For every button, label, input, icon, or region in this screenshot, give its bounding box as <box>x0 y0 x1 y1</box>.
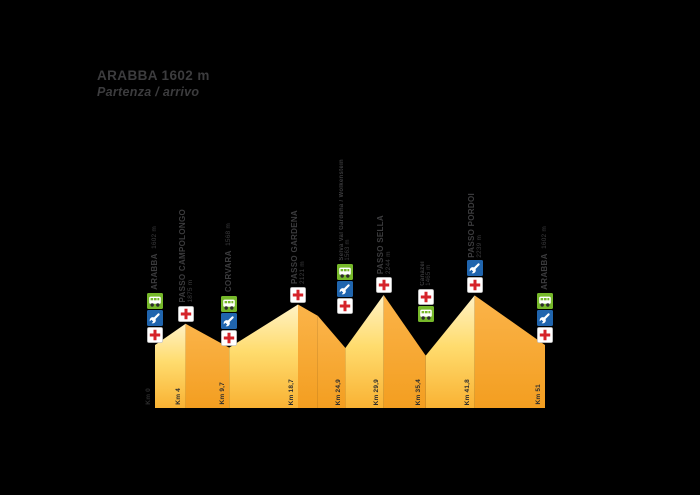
medical-cross-icon <box>466 277 483 294</box>
mechanic-wrench-icon <box>221 312 238 329</box>
refreshment-bus-icon <box>337 264 354 281</box>
waypoint-town: Canazei 1465 m <box>417 261 435 322</box>
refreshment-bus-icon <box>221 295 238 312</box>
service-icons <box>537 292 553 343</box>
waypoint-name: ARABBA <box>150 253 159 290</box>
km-marker: Km 9,7 <box>218 382 226 405</box>
service-icons <box>221 295 238 346</box>
medical-cross-icon <box>375 277 392 293</box>
waypoint-name: PASSO PORDOI <box>466 192 476 258</box>
mechanic-wrench-icon <box>147 309 163 326</box>
waypoint-town: CORVARA 1568 m <box>220 223 238 346</box>
waypoint-elevation: 1602 m <box>541 226 548 250</box>
service-icons <box>290 286 306 303</box>
waypoint-label: ARABBA 1602 m <box>536 226 554 290</box>
descent-segment <box>185 323 230 408</box>
waypoint-pass: PASSO SELLA 2244 m <box>375 215 393 293</box>
page-title: ARABBA 1602 m Partenza / arrivo <box>97 68 210 101</box>
service-icons <box>466 260 483 294</box>
medical-cross-icon <box>147 327 163 343</box>
waypoint-name: PASSO CAMPOLONGO <box>177 209 187 303</box>
km-marker: Km 35,4 <box>415 378 423 405</box>
km-marker: Km 24,9 <box>334 378 342 405</box>
km-marker: Km 18,7 <box>287 378 295 405</box>
waypoint-label: Canazei 1465 m <box>420 261 432 286</box>
waypoint-label: CORVARA 1568 m <box>220 223 238 292</box>
waypoint-name: ARABBA <box>540 253 549 290</box>
medical-cross-icon <box>221 329 238 346</box>
waypoint-name: PASSO SELLA <box>375 214 385 274</box>
descent-segment <box>298 304 318 408</box>
medical-cross-icon <box>337 298 354 314</box>
waypoint-town: Selva Val Gardena / Wolkenstein 1563 m <box>336 159 354 314</box>
mechanic-wrench-icon <box>466 260 483 277</box>
refreshment-bus-icon <box>417 305 434 322</box>
waypoint-name: CORVARA <box>224 250 234 293</box>
waypoint-elevation: 1465 m <box>425 264 432 286</box>
waypoint-town: ARABBA 1602 m <box>536 226 554 343</box>
waypoint-label: PASSO PORDOI 2239 m <box>467 193 483 258</box>
medical-cross-icon <box>290 286 306 303</box>
mechanic-wrench-icon <box>537 309 553 326</box>
climb-segment <box>155 323 186 408</box>
waypoint-elevation: 2239 m <box>475 234 483 258</box>
service-icons <box>417 288 434 322</box>
waypoint-name: PASSO GARDENA <box>290 209 299 284</box>
waypoint-pass: PASSO GARDENA 2121 m <box>289 210 307 303</box>
start-finish-title: ARABBA 1602 m <box>97 68 210 83</box>
waypoint-label: PASSO GARDENA 2121 m <box>290 210 306 284</box>
waypoint-pass: PASSO PORDOI 2239 m <box>466 193 484 294</box>
waypoint-label: Selva Val Gardena / Wolkenstein 1563 m <box>339 159 351 261</box>
climb-segment <box>425 295 475 408</box>
descent-segment <box>474 295 545 408</box>
waypoint-elevation: 1568 m <box>225 223 233 247</box>
mechanic-wrench-icon <box>337 281 354 298</box>
km-marker: Km 0 <box>144 388 152 405</box>
medical-cross-icon <box>417 288 434 305</box>
service-icons <box>147 292 163 343</box>
medical-cross-icon <box>177 305 194 322</box>
waypoint-label: PASSO SELLA 2244 m <box>376 215 392 274</box>
km-marker: Km 29,9 <box>373 378 381 405</box>
climb-segment <box>345 294 384 408</box>
waypoint-pass: PASSO CAMPOLONGO 1875 m <box>177 209 195 322</box>
waypoint-label: PASSO CAMPOLONGO 1875 m <box>178 209 194 303</box>
service-icons <box>337 264 354 314</box>
waypoint-name: Canazei <box>419 260 426 286</box>
waypoint-elevation: 2244 m <box>384 251 392 274</box>
climb-segment <box>229 304 298 408</box>
medical-cross-icon <box>537 327 553 343</box>
start-finish-subtitle: Partenza / arrivo <box>97 84 200 99</box>
km-marker: Km 4 <box>175 388 183 405</box>
waypoint-elevation: 1602 m <box>151 226 158 250</box>
km-marker: Km 51 <box>534 384 542 405</box>
waypoint-elevation: 1563 m <box>345 239 352 262</box>
service-icons <box>177 305 194 322</box>
km-marker: Km 41,8 <box>464 378 472 405</box>
service-icons <box>375 277 392 293</box>
descent-segment <box>317 315 346 408</box>
waypoint-elevation: 1875 m <box>186 279 194 303</box>
refreshment-bus-icon <box>147 292 163 309</box>
elevation-area <box>155 294 545 408</box>
descent-segment <box>383 294 426 408</box>
waypoint-town: ARABBA 1602 m <box>146 226 164 343</box>
refreshment-bus-icon <box>537 292 553 309</box>
waypoint-elevation: 2121 m <box>299 260 306 284</box>
waypoint-label: ARABBA 1602 m <box>146 226 164 290</box>
